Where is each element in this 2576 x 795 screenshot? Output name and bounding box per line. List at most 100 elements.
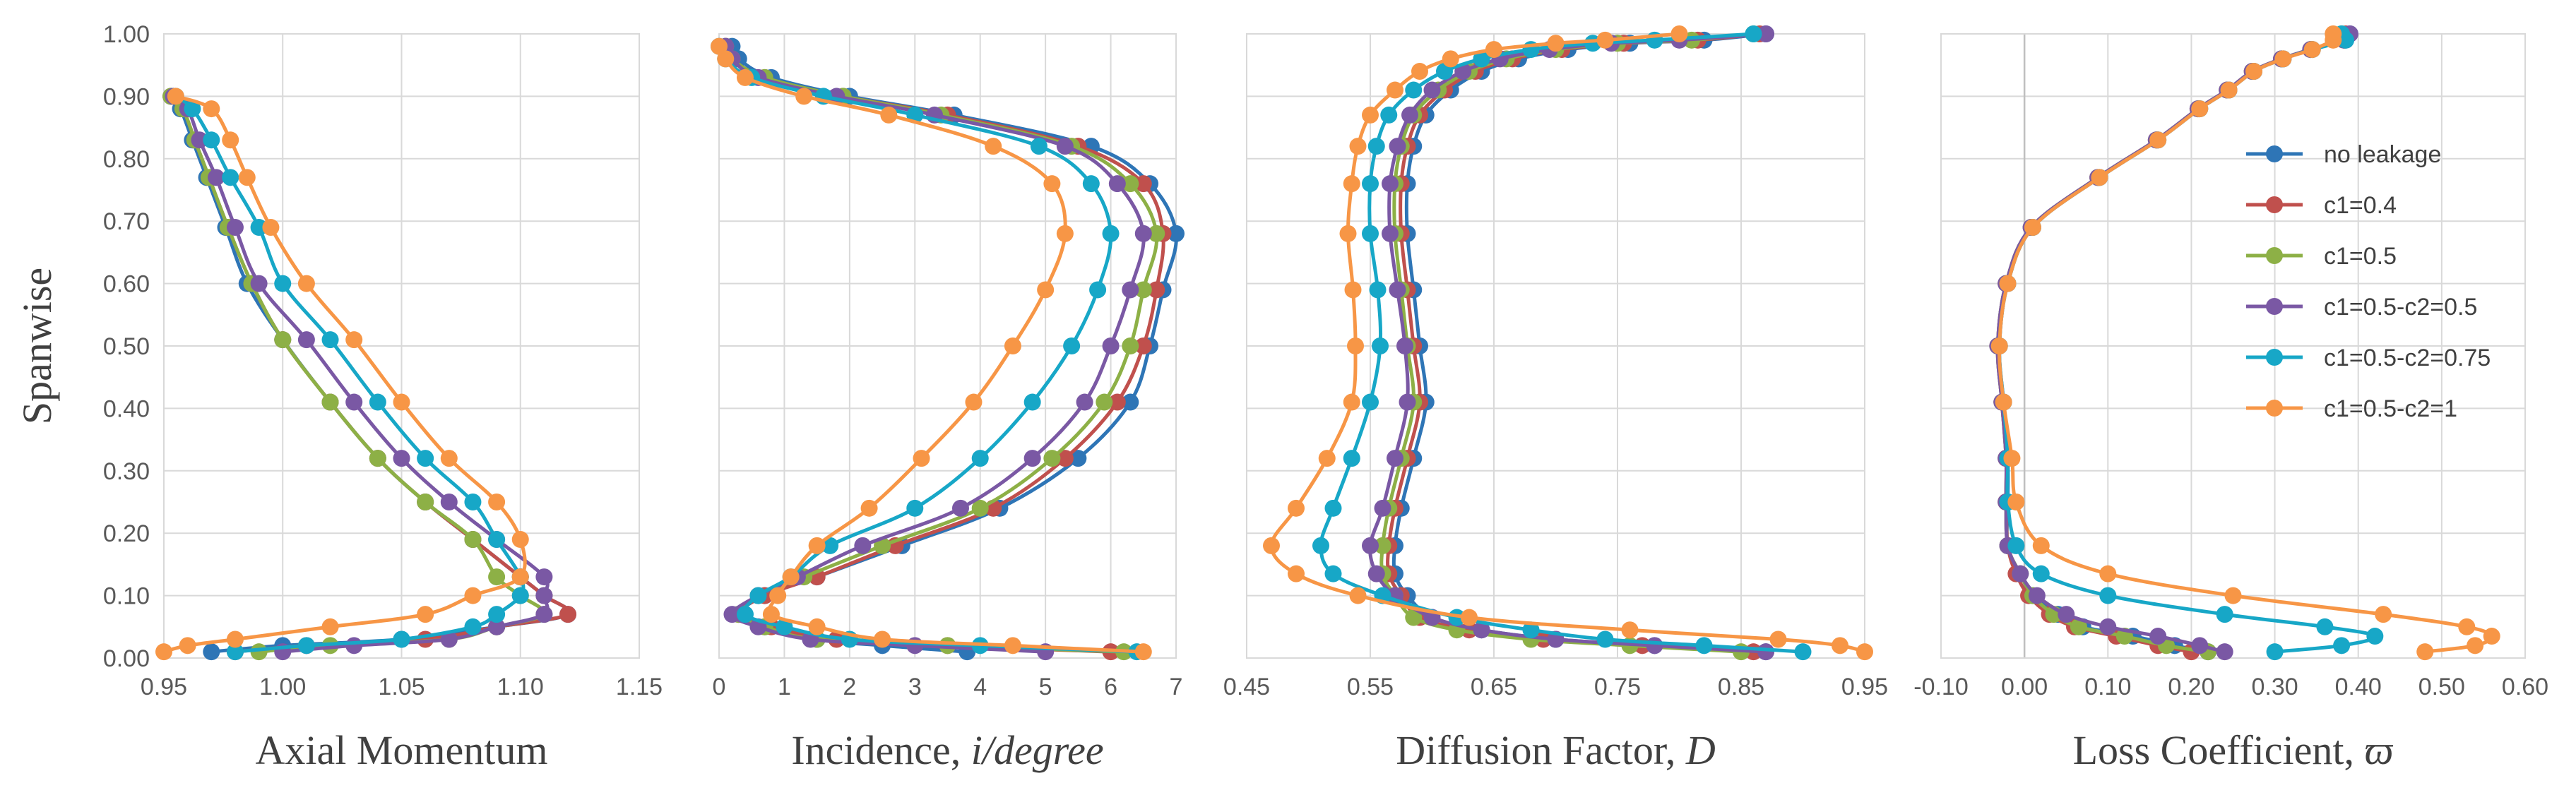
data-point [1522, 621, 1540, 639]
data-point [1349, 587, 1367, 604]
x-tick-label: 0.30 [2251, 674, 2298, 700]
legend-marker [2266, 298, 2283, 315]
data-point [345, 393, 363, 411]
y-tick-label: 0.10 [103, 583, 150, 610]
legend-label: no leakage [2324, 141, 2441, 168]
x-tick-label: 7 [1170, 674, 1183, 700]
x-tick-label: 0.75 [1594, 674, 1641, 700]
data-point [1387, 81, 1403, 99]
series-line [717, 45, 1144, 654]
data-point [1362, 225, 1379, 242]
data-point [2220, 81, 2238, 99]
data-point [1023, 393, 1041, 411]
x-axis-label: Diffusion Factor, D [1396, 727, 1716, 773]
data-point [1082, 175, 1100, 193]
data-point [1485, 41, 1502, 59]
legend-marker [2266, 145, 2283, 162]
data-point [1004, 637, 1021, 654]
x-tick-label: 0.95 [141, 674, 187, 700]
chart-panel-1: 0.95 1.00 1.05 1.10 1.15 Axial Momentum [141, 33, 663, 773]
data-point [2325, 25, 2342, 42]
data-point [1148, 281, 1165, 299]
x-tick-label: -0.10 [1913, 674, 1969, 700]
legend-label: c1=0.5-c2=0.5 [2324, 294, 2477, 321]
data-point [1399, 393, 1416, 411]
data-point [2091, 169, 2108, 186]
y-tick-label: 0.90 [103, 83, 150, 110]
data-point [345, 331, 363, 349]
data-point [1374, 537, 1391, 554]
data-point [559, 606, 577, 623]
data-point [1411, 63, 1428, 80]
data-point [1089, 281, 1107, 299]
data-point [1076, 393, 1093, 411]
data-point [1122, 393, 1139, 411]
data-point [1367, 565, 1385, 582]
x-tick-label: 0.60 [2502, 674, 2548, 700]
data-point [1374, 499, 1391, 517]
data-point [1442, 50, 1459, 68]
data-point [2007, 537, 2025, 554]
x-axis-label: Axial Momentum [255, 727, 547, 773]
data-point [321, 618, 339, 635]
y-tick-label: 0.40 [103, 395, 150, 422]
chart-panel-2: 0 1 2 3 4 5 6 7 Incidence, i/degree [711, 33, 1185, 773]
x-tick-label: 0.00 [2001, 674, 2048, 700]
data-point [179, 637, 196, 654]
x-tick-label: 0.50 [2418, 674, 2465, 700]
x-tick-label: 0.65 [1471, 674, 1517, 700]
plot-area [1940, 33, 2526, 659]
x-tick-label: 0.45 [1223, 674, 1270, 700]
x-tick-label: 2 [843, 674, 856, 700]
data-point [184, 100, 201, 118]
data-point [321, 331, 339, 349]
data-point [874, 630, 891, 648]
data-point [464, 618, 482, 635]
series-line [723, 45, 1165, 654]
data-point [1362, 537, 1379, 554]
data-point [723, 606, 741, 623]
data-point [1362, 393, 1379, 411]
data-point [1343, 175, 1360, 193]
data-point [488, 618, 506, 635]
data-point [1380, 106, 1398, 124]
data-point [1056, 450, 1074, 467]
data-point [2028, 587, 2046, 604]
data-point [782, 568, 800, 586]
data-point [1596, 31, 1614, 49]
series-line [1368, 32, 1767, 654]
data-point [1134, 225, 1152, 242]
data-point [511, 568, 529, 586]
data-point [1056, 225, 1074, 242]
data-point [393, 393, 410, 411]
data-point [238, 169, 256, 186]
data-point [345, 637, 363, 654]
data-point [167, 88, 184, 105]
data-point [250, 275, 268, 292]
data-point [2458, 618, 2476, 635]
legend-marker [2266, 400, 2283, 417]
legend-item: c1=0.5-c2=0.75 [2246, 345, 2491, 371]
series-line [1386, 32, 1760, 654]
legend-marker [2266, 349, 2283, 366]
series-group [1989, 25, 2500, 661]
data-point [2099, 565, 2117, 582]
data-point [717, 50, 735, 68]
data-point [203, 131, 220, 149]
y-tick-label: 0.60 [103, 271, 150, 298]
x-tick-label: 1.10 [497, 674, 544, 700]
y-tick-label: 0.30 [103, 458, 150, 485]
legend-item: c1=0.5 [2246, 243, 2397, 270]
data-point [321, 393, 339, 411]
data-point [1043, 450, 1061, 467]
data-point [2366, 628, 2384, 645]
data-point [1367, 138, 1385, 155]
data-point [250, 219, 268, 237]
data-point [749, 587, 767, 604]
data-point [1347, 337, 1364, 354]
data-point [464, 531, 482, 549]
data-point [417, 450, 434, 467]
x-tick-label: 1 [778, 674, 791, 700]
x-tick-label: 0.10 [2084, 674, 2131, 700]
series-group [155, 88, 577, 661]
